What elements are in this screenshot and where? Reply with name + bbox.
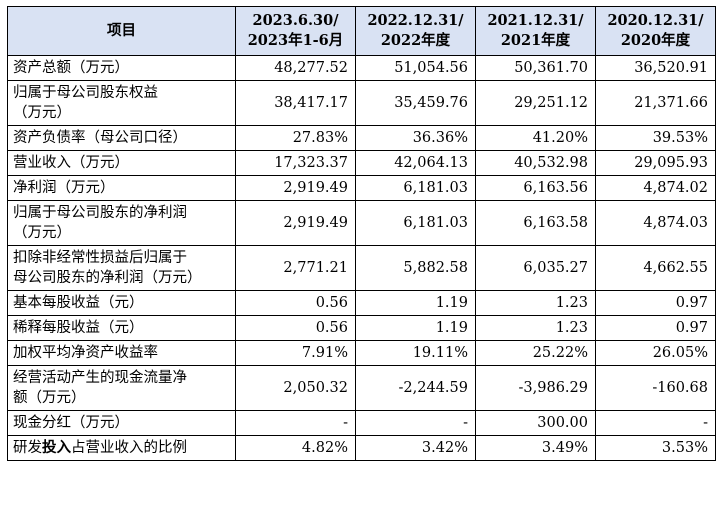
header-period-2022: 2022.12.31/ 2022年度 — [355, 6, 476, 56]
row-label-part-bold: 投入 — [42, 439, 71, 456]
cell-value: 0.97 — [595, 315, 716, 341]
cell-value: 3.53% — [595, 435, 716, 461]
cell-value: 1.19 — [355, 315, 476, 341]
cell-value: 0.56 — [235, 290, 356, 316]
cell-value: -2,244.59 — [355, 365, 476, 411]
cell-value: 35,459.76 — [355, 80, 476, 126]
row-label: 加权平均净资产收益率 — [7, 340, 236, 366]
cell-value: 19.11% — [355, 340, 476, 366]
cell-value: 300.00 — [475, 410, 596, 436]
cell-value: 4,874.03 — [595, 200, 716, 246]
cell-value: 2,050.32 — [235, 365, 356, 411]
table-row: 净利润（万元） 2,919.49 6,181.03 6,163.56 4,874… — [7, 175, 716, 201]
table-row: 现金分红（万元） - - 300.00 - — [7, 410, 716, 436]
header-row: 项目 2023.6.30/ 2023年1-6月 2022.12.31/ 2022… — [7, 6, 716, 56]
cell-value: 51,054.56 — [355, 55, 476, 81]
header-period-2021: 2021.12.31/ 2021年度 — [475, 6, 596, 56]
row-label-part: 占营业收入的比例 — [71, 440, 187, 456]
cell-value: -3,986.29 — [475, 365, 596, 411]
cell-value: 26.05% — [595, 340, 716, 366]
cell-value: 48,277.52 — [235, 55, 356, 81]
cell-value: 21,371.66 — [595, 80, 716, 126]
row-label: 归属于母公司股东权益 （万元） — [7, 80, 236, 126]
cell-value: - — [355, 410, 476, 436]
cell-value: 4,662.55 — [595, 245, 716, 291]
row-label: 基本每股收益（元） — [7, 290, 236, 316]
cell-value: 4.82% — [235, 435, 356, 461]
table-row: 资产负债率（母公司口径） 27.83% 36.36% 41.20% 39.53% — [7, 125, 716, 151]
table-row: 扣除非经常性损益后归属于 母公司股东的净利润（万元） 2,771.21 5,88… — [7, 245, 716, 291]
table-row: 稀释每股收益（元） 0.56 1.19 1.23 0.97 — [7, 315, 716, 341]
cell-value: 17,323.37 — [235, 150, 356, 176]
table-row: 研发投入占营业收入的比例 4.82% 3.42% 3.49% 3.53% — [7, 435, 716, 461]
cell-value: 39.53% — [595, 125, 716, 151]
cell-value: 50,361.70 — [475, 55, 596, 81]
cell-value: 27.83% — [235, 125, 356, 151]
cell-value: 36.36% — [355, 125, 476, 151]
table-row: 营业收入（万元） 17,323.37 42,064.13 40,532.98 2… — [7, 150, 716, 176]
cell-value: 4,874.02 — [595, 175, 716, 201]
cell-value: 6,163.56 — [475, 175, 596, 201]
table-row: 基本每股收益（元） 0.56 1.19 1.23 0.97 — [7, 290, 716, 316]
cell-value: 29,095.93 — [595, 150, 716, 176]
cell-value: 3.42% — [355, 435, 476, 461]
row-label: 稀释每股收益（元） — [7, 315, 236, 341]
header-period-2023h1: 2023.6.30/ 2023年1-6月 — [235, 6, 356, 56]
table-row: 资产总额（万元） 48,277.52 51,054.56 50,361.70 3… — [7, 55, 716, 81]
cell-value: -160.68 — [595, 365, 716, 411]
header-period-2020: 2020.12.31/ 2020年度 — [595, 6, 716, 56]
cell-value: 6,163.58 — [475, 200, 596, 246]
row-label: 营业收入（万元） — [7, 150, 236, 176]
cell-value: 6,181.03 — [355, 175, 476, 201]
row-label: 现金分红（万元） — [7, 410, 236, 436]
cell-value: 1.23 — [475, 315, 596, 341]
cell-value: 38,417.17 — [235, 80, 356, 126]
cell-value: 42,064.13 — [355, 150, 476, 176]
row-label: 资产总额（万元） — [7, 55, 236, 81]
row-label: 经营活动产生的现金流量净 额（万元） — [7, 365, 236, 411]
cell-value: 3.49% — [475, 435, 596, 461]
row-label: 资产负债率（母公司口径） — [7, 125, 236, 151]
cell-value: 6,181.03 — [355, 200, 476, 246]
cell-value: - — [235, 410, 356, 436]
table-row: 归属于母公司股东的净利润 （万元） 2,919.49 6,181.03 6,16… — [7, 200, 716, 246]
row-label: 净利润（万元） — [7, 175, 236, 201]
cell-value: 36,520.91 — [595, 55, 716, 81]
cell-value: 25.22% — [475, 340, 596, 366]
cell-value: 41.20% — [475, 125, 596, 151]
cell-value: 1.23 — [475, 290, 596, 316]
table-row: 经营活动产生的现金流量净 额（万元） 2,050.32 -2,244.59 -3… — [7, 365, 716, 411]
cell-value: 0.97 — [595, 290, 716, 316]
cell-value: 5,882.58 — [355, 245, 476, 291]
cell-value: 40,532.98 — [475, 150, 596, 176]
row-label: 归属于母公司股东的净利润 （万元） — [7, 200, 236, 246]
cell-value: 2,771.21 — [235, 245, 356, 291]
row-label: 扣除非经常性损益后归属于 母公司股东的净利润（万元） — [7, 245, 236, 291]
table-row: 归属于母公司股东权益 （万元） 38,417.17 35,459.76 29,2… — [7, 80, 716, 126]
header-item: 项目 — [7, 6, 236, 56]
row-label-part: 研发 — [13, 440, 42, 456]
table-row: 加权平均净资产收益率 7.91% 19.11% 25.22% 26.05% — [7, 340, 716, 366]
row-label: 研发投入占营业收入的比例 — [7, 435, 236, 461]
cell-value: 2,919.49 — [235, 200, 356, 246]
cell-value: 6,035.27 — [475, 245, 596, 291]
cell-value: - — [595, 410, 716, 436]
cell-value: 2,919.49 — [235, 175, 356, 201]
cell-value: 0.56 — [235, 315, 356, 341]
cell-value: 29,251.12 — [475, 80, 596, 126]
financial-data-table: 项目 2023.6.30/ 2023年1-6月 2022.12.31/ 2022… — [7, 6, 716, 461]
cell-value: 7.91% — [235, 340, 356, 366]
cell-value: 1.19 — [355, 290, 476, 316]
